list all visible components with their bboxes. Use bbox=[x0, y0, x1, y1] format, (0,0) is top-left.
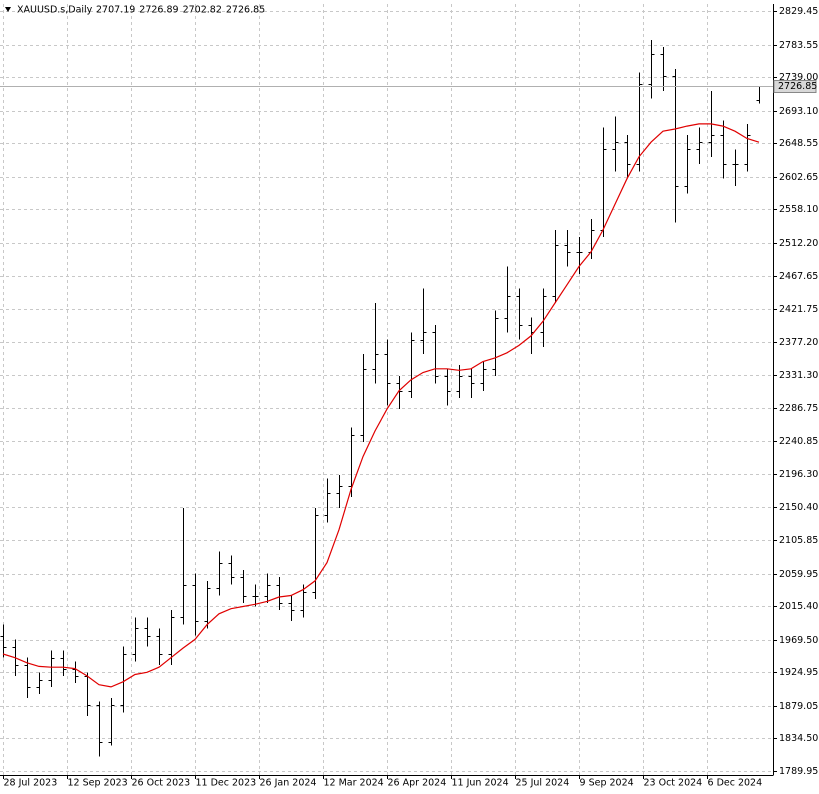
y-tick-label: 1924.95 bbox=[779, 667, 818, 678]
y-tick-label: 2829.45 bbox=[779, 6, 818, 17]
x-tick-label: 26 Oct 2023 bbox=[132, 778, 191, 789]
y-tick-label: 2240.85 bbox=[779, 436, 818, 447]
x-tick-label: 28 Jul 2023 bbox=[4, 778, 58, 789]
header-high: 2726.89 bbox=[139, 5, 178, 16]
y-tick-label: 1879.05 bbox=[779, 701, 818, 712]
x-tick-label: 26 Jan 2024 bbox=[260, 778, 317, 789]
axes: 1789.95 1834.50 1879.05 1924.95 1969.50 2015.… bbox=[3, 6, 818, 789]
y-tick-label: 2783.55 bbox=[779, 40, 818, 51]
y-tick-label: 2286.75 bbox=[779, 403, 818, 414]
current-price-box bbox=[773, 80, 817, 93]
y-tick-label: 2558.10 bbox=[779, 204, 818, 215]
header-low: 2702.82 bbox=[183, 5, 222, 16]
x-tick-label: 9 Sep 2024 bbox=[580, 778, 634, 789]
y-tick-label: 1789.95 bbox=[779, 766, 818, 777]
y-tick-label: 2150.40 bbox=[779, 502, 818, 513]
y-tick-label: 2105.85 bbox=[779, 535, 818, 546]
y-tick-label: 2015.40 bbox=[779, 601, 818, 612]
y-tick-label: 2467.65 bbox=[779, 271, 818, 282]
y-tick-label: 1969.50 bbox=[779, 635, 818, 646]
x-tick-label: 12 Mar 2024 bbox=[324, 778, 384, 789]
x-tick-label: 25 Jul 2024 bbox=[516, 778, 570, 789]
y-tick-label: 2512.20 bbox=[779, 238, 818, 249]
current-price-label: 2726.85 bbox=[778, 81, 817, 92]
plot bbox=[0, 39, 773, 757]
y-tick-label: 2331.30 bbox=[779, 370, 818, 381]
y-tick-label: 2648.55 bbox=[779, 138, 818, 149]
x-tick-label: 26 Apr 2024 bbox=[388, 778, 447, 789]
x-tick-label: 6 Dec 2024 bbox=[708, 778, 763, 789]
grid bbox=[0, 4, 773, 775]
header-open: 2707.19 bbox=[96, 5, 135, 16]
y-tick-label: 1834.50 bbox=[779, 733, 818, 744]
x-tick-label: 12 Sep 2023 bbox=[68, 778, 128, 789]
y-tick-label: 2196.30 bbox=[779, 469, 818, 480]
y-tick-label: 2059.95 bbox=[779, 569, 818, 580]
menu-triangle bbox=[5, 7, 11, 12]
header-close: 2726.85 bbox=[226, 5, 265, 16]
moving-average bbox=[2, 123, 760, 688]
chart-title: XAUUSD.s,Daily bbox=[17, 5, 93, 16]
y-tick-label: 2377.20 bbox=[779, 337, 818, 348]
x-tick-label: 11 Jun 2024 bbox=[452, 778, 509, 789]
y-tick-label: 2739.00 bbox=[779, 72, 818, 83]
y-tick-label: 2602.65 bbox=[779, 172, 818, 183]
header-prices: 2707.19 2726.89 2702.82 2726.85 bbox=[96, 5, 265, 16]
y-tick-label: 2421.75 bbox=[779, 304, 818, 315]
y-tick-label: 2693.10 bbox=[779, 106, 818, 117]
x-tick-label: 11 Dec 2023 bbox=[196, 778, 257, 789]
x-tick-label: 23 Oct 2024 bbox=[644, 778, 703, 789]
